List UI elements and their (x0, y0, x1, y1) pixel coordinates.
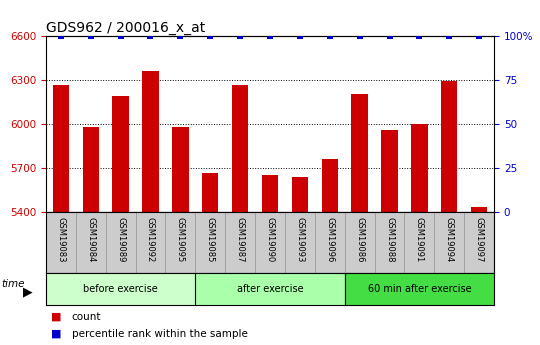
Bar (352, 94, 368, 212)
Bar (46, 273, 195, 305)
Text: GSM19084: GSM19084 (86, 217, 95, 263)
Bar (142, 71, 159, 212)
Text: GSM19085: GSM19085 (206, 217, 215, 263)
Text: after exercise: after exercise (237, 284, 303, 294)
Bar (345, 273, 494, 305)
Bar (411, 124, 428, 212)
Point (475, 33, 483, 39)
Bar (52, 85, 69, 212)
Text: percentile rank within the sample: percentile rank within the sample (72, 329, 248, 339)
Text: GSM19095: GSM19095 (176, 217, 185, 262)
Bar (112, 96, 129, 212)
Text: GSM19088: GSM19088 (385, 217, 394, 263)
Bar (292, 177, 308, 212)
Text: GSM19090: GSM19090 (266, 217, 274, 262)
Point (326, 33, 334, 39)
Bar (441, 81, 457, 212)
Text: count: count (72, 312, 102, 322)
Bar (232, 85, 248, 212)
Point (355, 33, 364, 39)
Text: GSM19097: GSM19097 (475, 217, 484, 263)
Text: GSM19093: GSM19093 (295, 217, 305, 263)
Point (116, 33, 125, 39)
Point (176, 33, 185, 39)
Text: 60 min after exercise: 60 min after exercise (368, 284, 471, 294)
Bar (83, 127, 99, 212)
Point (146, 33, 155, 39)
Point (57, 33, 65, 39)
Text: GSM19087: GSM19087 (235, 217, 245, 263)
Bar (195, 273, 345, 305)
Text: time: time (2, 279, 25, 289)
Text: before exercise: before exercise (83, 284, 158, 294)
Bar (172, 127, 188, 212)
Text: ■: ■ (51, 329, 62, 339)
Text: GSM19096: GSM19096 (325, 217, 334, 263)
Point (266, 33, 274, 39)
Text: GSM19092: GSM19092 (146, 217, 155, 262)
Text: GSM19083: GSM19083 (56, 217, 65, 263)
Point (295, 33, 304, 39)
Text: ■: ■ (51, 312, 62, 322)
Text: GSM19089: GSM19089 (116, 217, 125, 263)
Bar (471, 207, 488, 212)
Bar (202, 173, 219, 212)
Text: GSM19094: GSM19094 (445, 217, 454, 262)
Bar (321, 159, 338, 212)
Bar (381, 130, 398, 212)
Point (385, 33, 394, 39)
Point (206, 33, 214, 39)
Point (415, 33, 424, 39)
Text: GDS962 / 200016_x_at: GDS962 / 200016_x_at (46, 21, 205, 35)
Bar (262, 175, 278, 212)
Text: GSM19086: GSM19086 (355, 217, 364, 263)
Text: GSM19091: GSM19091 (415, 217, 424, 262)
Text: ▶: ▶ (23, 286, 32, 299)
Point (445, 33, 454, 39)
Point (236, 33, 245, 39)
Point (86, 33, 95, 39)
